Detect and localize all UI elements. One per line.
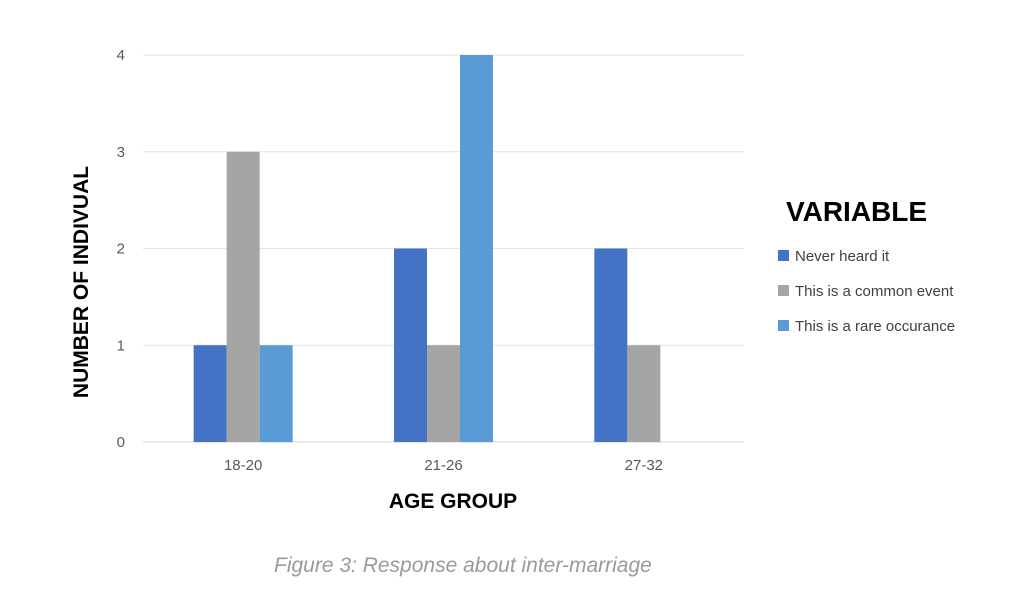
bar-27-32-0 — [594, 248, 628, 442]
bar-18-20-0 — [193, 345, 227, 442]
bar-27-32-1 — [627, 345, 661, 442]
legend-items: Never heard it This is a common event This… — [778, 248, 955, 335]
y-tick-label: 2 — [117, 241, 125, 258]
y-tick-label: 0 — [117, 434, 125, 451]
legend-swatch — [778, 320, 789, 331]
y-tick-label: 4 — [117, 47, 125, 64]
bar-21-26-1 — [427, 345, 460, 442]
x-tick-label: 18-20 — [224, 457, 262, 474]
bars — [193, 55, 661, 442]
legend-swatch — [778, 285, 789, 296]
y-axis-title: NUMBER OF INDIVUAL — [70, 166, 93, 398]
x-tick-label: 27-32 — [625, 457, 663, 474]
y-tick-labels: 0 1 2 3 4 — [117, 47, 125, 451]
legend-label: Never heard it — [795, 248, 890, 265]
legend: VARIABLE Never heard it This is a common … — [778, 196, 955, 335]
legend-title: VARIABLE — [786, 196, 927, 227]
bar-18-20-2 — [259, 345, 293, 442]
x-axis-title: AGE GROUP — [389, 490, 517, 513]
bar-21-26-2 — [460, 55, 493, 442]
y-tick-label: 3 — [117, 144, 125, 161]
x-tick-label: 21-26 — [424, 457, 462, 474]
y-tick-label: 1 — [117, 337, 125, 354]
figure-caption: Figure 3: Response about inter-marriage — [274, 554, 652, 577]
legend-label: This is a rare occurance — [795, 318, 955, 335]
bar-21-26-0 — [394, 248, 427, 442]
legend-label: This is a common event — [795, 283, 954, 300]
legend-swatch — [778, 250, 789, 261]
bar-18-20-1 — [226, 151, 260, 442]
x-tick-labels: 18-20 21-26 27-32 — [224, 457, 663, 474]
